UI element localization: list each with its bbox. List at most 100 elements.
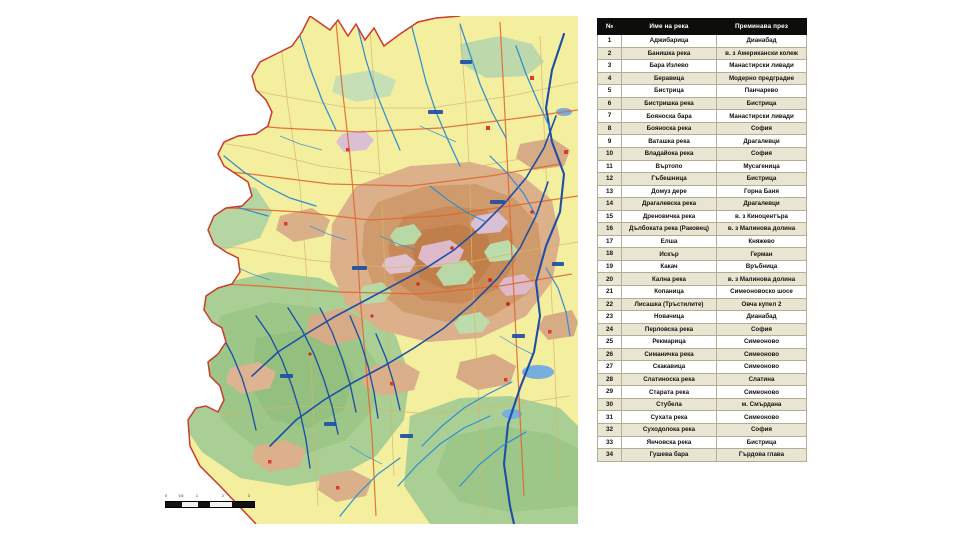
row-number: 33	[597, 435, 622, 450]
table-row[interactable]: 27 Скакавица Симеоново	[597, 360, 807, 374]
table-row[interactable]: 22 Лисашка (Тръстилите) Овча купел 2	[597, 297, 807, 312]
row-passes-through: Симеоново	[716, 347, 807, 362]
table-row[interactable]: 2 Банишка река в. з Американски колеж	[597, 46, 807, 61]
header-river-name: Име на река	[621, 17, 717, 36]
row-number: 15	[597, 209, 622, 224]
row-number: 9	[597, 134, 622, 148]
table-row[interactable]: 11 Въртопо Мусагеница	[597, 159, 807, 174]
row-number: 23	[597, 310, 622, 324]
row-passes-through: Бистрица	[716, 435, 807, 450]
row-passes-through: София	[716, 423, 807, 437]
row-river-name: Стубела	[621, 397, 717, 412]
table-row[interactable]: 29 Старата река Симеоново	[597, 385, 807, 399]
header-passes-through: Преминава през	[716, 17, 807, 36]
table-row[interactable]: 7 Бояноска бара Манастирски ливади	[597, 109, 807, 123]
map-scale-bar: 0 0,5 1 2 3	[165, 494, 255, 510]
table-header-row: № Име на река Преминава през	[597, 17, 807, 36]
table-row[interactable]: 3 Бара Излево Манастирски ливади	[597, 59, 807, 73]
table-row[interactable]: 15 Дреновичка река в. з Киноцентъра	[597, 209, 807, 224]
table-row[interactable]: 14 Драгалевска река Драгалевци	[597, 197, 807, 211]
row-number: 28	[597, 372, 622, 387]
row-river-name: Бояноска бара	[621, 109, 717, 123]
row-passes-through: в. з Американски колеж	[716, 46, 807, 61]
table-row[interactable]: 28 Слатиноска река Слатина	[597, 372, 807, 387]
row-river-name: Бистришка река	[621, 96, 717, 111]
table-body: 1 Аджибарица Дианабад 2 Банишка река в. з Аме…	[597, 34, 807, 462]
row-number: 31	[597, 410, 622, 424]
row-passes-through: Симеоново	[716, 385, 807, 399]
table-row[interactable]: 9 Ваташка река Драгалевци	[597, 134, 807, 148]
rivers-table: № Име на река Преминава през 1 Аджибарица…	[597, 17, 807, 462]
row-number: 26	[597, 347, 622, 362]
row-passes-through: Симеоново	[716, 410, 807, 424]
table-row[interactable]: 26 Симаничка река Симеоново	[597, 347, 807, 362]
row-number: 16	[597, 222, 622, 236]
row-river-name: Владайока река	[621, 146, 717, 161]
table-row[interactable]: 17 Елша Княжево	[597, 234, 807, 249]
row-number: 22	[597, 297, 622, 312]
table-row[interactable]: 6 Бистришка река Бистрица	[597, 96, 807, 111]
row-river-name: Искър	[621, 247, 717, 261]
row-passes-through: Дианабад	[716, 34, 807, 48]
row-number: 5	[597, 84, 622, 98]
table-row[interactable]: 25 Рекмарица Симеоново	[597, 335, 807, 349]
row-river-name: Бояноска река	[621, 121, 717, 136]
row-river-name: Беравица	[621, 71, 717, 86]
table-row[interactable]: 12 Гъбешница Бистрица	[597, 172, 807, 186]
row-river-name: Драгалевска река	[621, 197, 717, 211]
table-row[interactable]: 31 Сухата река Симеоново	[597, 410, 807, 424]
map-image[interactable]	[160, 16, 578, 524]
table-row[interactable]: 5 Бистрица Панчарево	[597, 84, 807, 98]
row-passes-through: Герман	[716, 247, 807, 261]
row-number: 34	[597, 448, 622, 462]
row-passes-through: Симеоново	[716, 335, 807, 349]
row-passes-through: Мусагеница	[716, 159, 807, 174]
row-passes-through: София	[716, 121, 807, 136]
row-number: 19	[597, 259, 622, 274]
table-row[interactable]: 34 Гушева бара Гърдова глава	[597, 448, 807, 462]
row-number: 17	[597, 234, 622, 249]
row-river-name: Кална река	[621, 272, 717, 286]
table-row[interactable]: 21 Копаница Симеоновоско шосе	[597, 285, 807, 299]
row-passes-through: Манастирски ливади	[716, 109, 807, 123]
row-number: 25	[597, 335, 622, 349]
row-number: 12	[597, 172, 622, 186]
scale-label-0: 0	[165, 494, 167, 498]
table-row[interactable]: 16 Дълбоката река (Раковец) в. з Малинова …	[597, 222, 807, 236]
row-passes-through: Модерно предградие	[716, 71, 807, 86]
table-row[interactable]: 18 Искър Герман	[597, 247, 807, 261]
row-passes-through: Гърдова глава	[716, 448, 807, 462]
row-river-name: Дълбоката река (Раковец)	[621, 222, 717, 236]
table-row[interactable]: 20 Кална река в. з Малинова долина	[597, 272, 807, 286]
row-passes-through: в. з Малинова долина	[716, 222, 807, 236]
row-number: 32	[597, 423, 622, 437]
table-row[interactable]: 32 Суходолока река София	[597, 423, 807, 437]
row-number: 8	[597, 121, 622, 136]
row-number: 3	[597, 59, 622, 73]
table-row[interactable]: 30 Стубела м. Смърдана	[597, 397, 807, 412]
rivers-table-panel[interactable]: № Име на река Преминава през 1 Аджибарица…	[597, 17, 807, 462]
row-number: 11	[597, 159, 622, 174]
table-row[interactable]: 1 Аджибарица Дианабад	[597, 34, 807, 48]
row-number: 7	[597, 109, 622, 123]
row-passes-through: Панчарево	[716, 84, 807, 98]
scale-label-3: 2	[222, 494, 224, 498]
row-passes-through: м. Смърдана	[716, 397, 807, 412]
row-number: 18	[597, 247, 622, 261]
table-row[interactable]: 13 Домуз дере Горна Баня	[597, 184, 807, 199]
table-row[interactable]: 33 Янчовска река Бистрица	[597, 435, 807, 450]
row-number: 30	[597, 397, 622, 412]
table-row[interactable]: 24 Перловска река София	[597, 322, 807, 337]
table-row[interactable]: 10 Владайока река София	[597, 146, 807, 161]
map-panel[interactable]: 0 0,5 1 2 3	[160, 16, 578, 524]
row-passes-through: София	[716, 146, 807, 161]
row-number: 10	[597, 146, 622, 161]
table-row[interactable]: 8 Бояноска река София	[597, 121, 807, 136]
table-row[interactable]: 19 Какач Връбница	[597, 259, 807, 274]
table-row[interactable]: 4 Беравица Модерно предградие	[597, 71, 807, 86]
table-row[interactable]: 23 Новачица Дианабад	[597, 310, 807, 324]
row-river-name: Ваташка река	[621, 134, 717, 148]
row-passes-through: в. з Малинова долина	[716, 272, 807, 286]
row-passes-through: Княжево	[716, 234, 807, 249]
row-passes-through: Горна Баня	[716, 184, 807, 199]
